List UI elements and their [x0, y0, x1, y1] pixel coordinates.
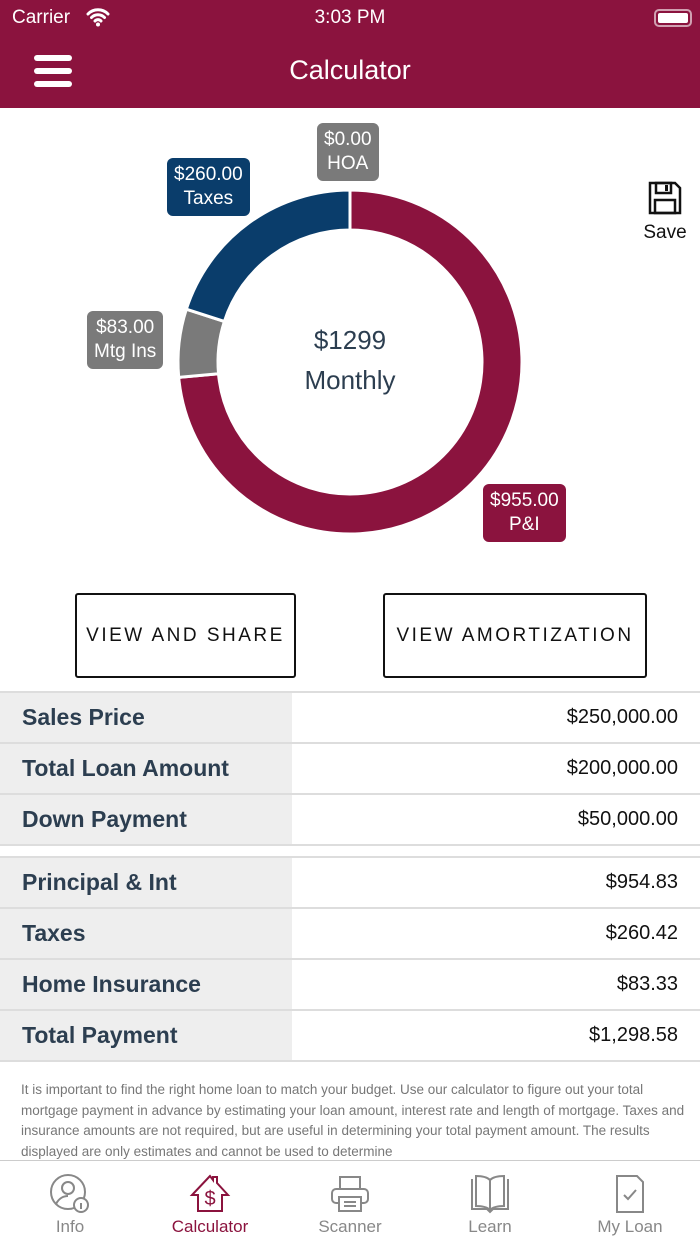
table-row[interactable]: Principal & Int $954.83 [0, 858, 700, 909]
loan-table: Sales Price $250,000.00 Total Loan Amount… [0, 691, 700, 846]
tab-label: Learn [468, 1217, 512, 1236]
row-label: Taxes [0, 909, 292, 958]
row-label: Sales Price [0, 693, 292, 742]
tab-label: Info [55, 1217, 85, 1236]
row-value: $954.83 [605, 871, 678, 893]
monthly-label: Monthly [304, 365, 396, 395]
tab-label: Scanner [318, 1217, 382, 1236]
row-label: Down Payment [0, 795, 292, 844]
label-pi: $955.00 P&I [483, 484, 566, 542]
header: Carrier 3:03 PM Calculator [0, 0, 700, 108]
label-mtg-ins: $83.00 Mtg Ins [87, 311, 164, 369]
slice-p-i [177, 188, 524, 536]
payment-table: Principal & Int $954.83 Taxes $260.42 Home… [0, 856, 700, 1062]
view-amortization-button[interactable]: VIEW AMORTIZATION [383, 593, 647, 678]
view-and-share-button[interactable]: VIEW AND SHARE [75, 593, 296, 678]
row-label: Total Payment [0, 1011, 292, 1060]
row-value: $200,000.00 [566, 757, 678, 779]
wifi-icon [86, 8, 110, 27]
carrier: Carrier [12, 7, 71, 28]
tab-calculator[interactable]: $ Calculator [140, 1161, 280, 1244]
tab-label: My Loan [597, 1217, 663, 1236]
row-label: Total Loan Amount [0, 744, 292, 793]
clock: 3:03 PM [314, 7, 386, 28]
row-value: $50,000.00 [577, 808, 678, 830]
row-value: $260.42 [605, 922, 678, 944]
row-label: Home Insurance [0, 960, 292, 1009]
save-button[interactable]: Save [640, 180, 690, 244]
tab-bar: Info $ Calculator Scanner Learn My Loan [0, 1160, 700, 1244]
tab-label: Calculator [171, 1217, 249, 1236]
save-label: Save [643, 222, 687, 243]
tab-my-loan[interactable]: My Loan [560, 1161, 700, 1244]
user-info-icon [50, 1174, 89, 1213]
table-row[interactable]: Sales Price $250,000.00 [0, 693, 700, 744]
house-dollar-icon: $ [189, 1174, 231, 1212]
tab-info[interactable]: Info [0, 1161, 140, 1244]
donut-center: $1299 Monthly [250, 320, 450, 400]
donut-chart [176, 188, 524, 536]
label-taxes: $260.00 Taxes [167, 158, 250, 216]
row-label: Principal & Int [0, 858, 292, 907]
monthly-total: $1299 [313, 325, 387, 355]
row-value: $1,298.58 [589, 1024, 678, 1046]
tab-learn[interactable]: Learn [420, 1161, 560, 1244]
page-title: Calculator [289, 55, 411, 85]
table-row[interactable]: Home Insurance $83.33 [0, 960, 700, 1011]
table-row[interactable]: Total Loan Amount $200,000.00 [0, 744, 700, 795]
table-row[interactable]: Total Payment $1,298.58 [0, 1011, 700, 1062]
tab-scanner[interactable]: Scanner [280, 1161, 420, 1244]
hamburger-menu-button[interactable] [34, 55, 72, 87]
svg-text:$: $ [204, 1188, 215, 1210]
label-hoa: $0.00 HOA [317, 123, 379, 181]
row-value: $250,000.00 [566, 706, 678, 728]
slice-taxes [184, 188, 352, 324]
document-check-icon [616, 1175, 644, 1213]
save-icon [648, 181, 682, 215]
disclaimer-text: It is important to find the right home l… [21, 1082, 685, 1159]
table-row[interactable]: Taxes $260.42 [0, 909, 700, 960]
row-value: $83.33 [616, 973, 678, 995]
printer-icon [331, 1176, 369, 1212]
battery-icon [654, 9, 692, 27]
table-row[interactable]: Down Payment $50,000.00 [0, 795, 700, 846]
book-icon [471, 1174, 509, 1214]
